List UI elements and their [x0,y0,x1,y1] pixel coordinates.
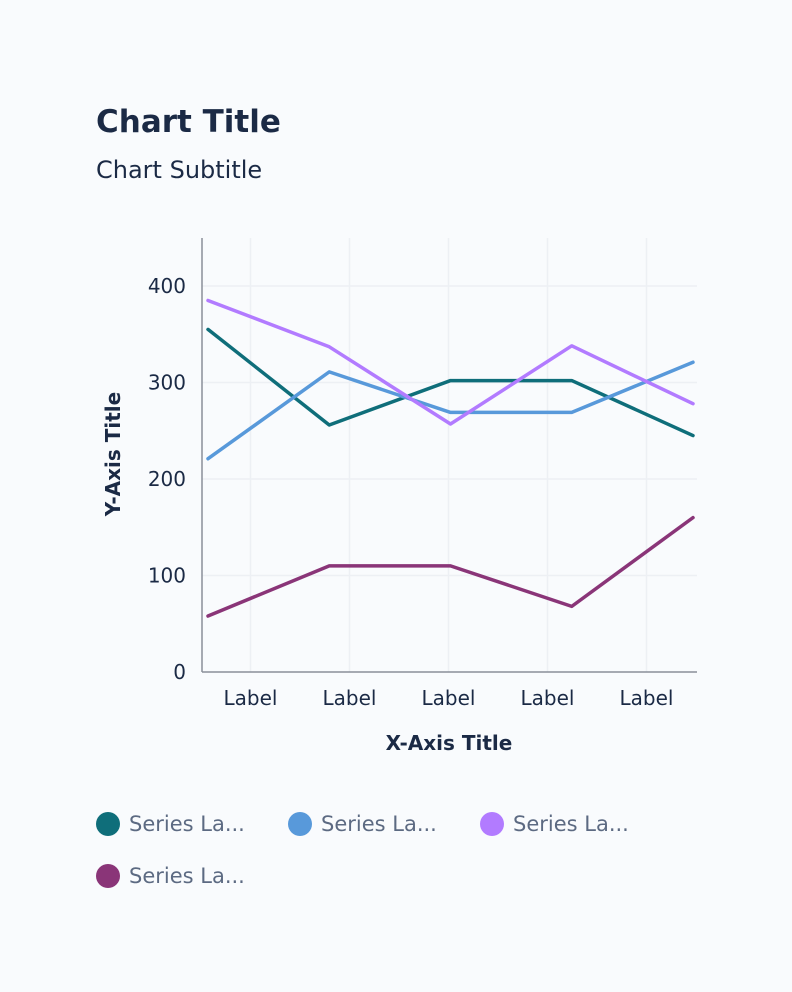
legend-swatch-icon [96,864,120,888]
y-axis-title: Y-Axis Title [101,392,125,517]
x-tick-label: Label [224,686,278,710]
legend-swatch-icon [288,812,312,836]
x-tick-label: Label [422,686,476,710]
x-tick-label: Label [323,686,377,710]
legend-label: Series La... [129,864,245,888]
legend-label: Series La... [513,812,629,836]
chart-subtitle: Chart Subtitle [96,156,263,184]
y-tick-label: 100 [148,564,186,588]
x-tick-label: Label [521,686,575,710]
y-tick-label: 400 [148,274,186,298]
y-tick-label: 300 [148,371,186,395]
series-line-2 [206,360,695,461]
legend-swatch-icon [96,812,120,836]
legend-label: Series La... [129,812,245,836]
x-tick-label: Label [620,686,674,710]
y-tick-label: 200 [148,467,186,491]
legend-item[interactable]: Series La... [288,812,437,836]
legend-item[interactable]: Series La... [96,864,245,888]
y-tick-label: 0 [173,660,186,684]
series-line-1 [206,327,695,438]
chart-title: Chart Title [96,104,281,140]
legend-label: Series La... [321,812,437,836]
series-line-4 [206,515,695,618]
series-line-3 [206,298,695,426]
legend-item[interactable]: Series La... [480,812,629,836]
x-axis-title: X-Axis Title [386,731,513,755]
legend-item[interactable]: Series La... [96,812,245,836]
legend-swatch-icon [480,812,504,836]
